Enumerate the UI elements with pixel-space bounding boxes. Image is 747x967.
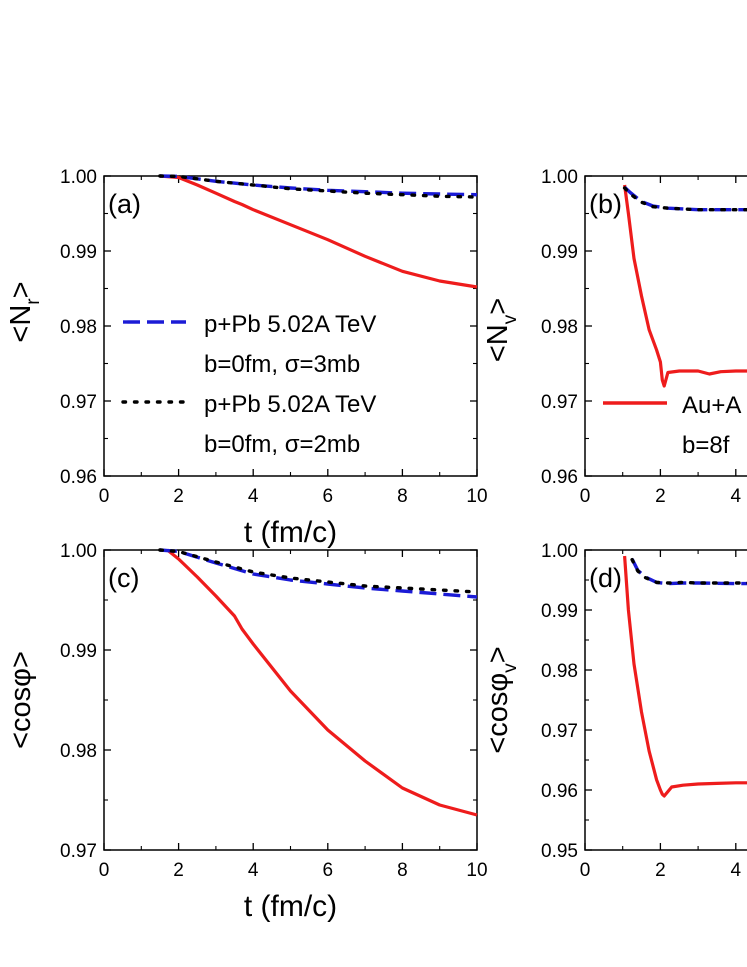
y-axis-label-end: >	[482, 298, 514, 315]
x-axis-label: t (fm/c)	[244, 890, 337, 923]
y-axis-label: <cosφv>	[482, 646, 521, 753]
y-tick-label: 1.00	[541, 167, 578, 188]
x-tick-label: 2	[655, 860, 666, 881]
y-axis-label-main: <cosφ>	[5, 651, 37, 749]
y-tick-label: 0.98	[541, 661, 578, 682]
y-tick-label: 1.00	[60, 167, 97, 188]
series-line-dot	[622, 186, 747, 212]
y-tick-label: 0.98	[541, 317, 578, 338]
y-tick-label: 1.00	[60, 541, 97, 562]
panel-tag: (c)	[108, 563, 139, 593]
y-tick-label: 0.96	[541, 467, 578, 488]
y-axis-label: <cosφ>	[5, 651, 37, 749]
series-line-dash	[630, 558, 747, 586]
series-line-dot	[158, 174, 479, 199]
y-tick-label: 0.97	[541, 392, 578, 413]
series-line-dot	[158, 548, 479, 594]
panel-tag: (d)	[589, 563, 622, 593]
y-tick-label: 0.97	[60, 392, 97, 413]
series-line-solid	[159, 174, 478, 289]
x-tick-label: 2	[655, 486, 666, 507]
x-tick-label: 4	[248, 860, 259, 881]
panel-tag: (b)	[589, 189, 622, 219]
y-axis-label-main: <cosφ	[482, 673, 514, 754]
legend-label: b=8f	[682, 432, 730, 459]
series-line-solid	[623, 555, 747, 798]
y-axis-label: <Nv>	[482, 298, 521, 362]
x-tick-label: 0	[99, 486, 110, 507]
y-tick-label: 0.99	[541, 242, 578, 263]
x-tick-label: 10	[466, 860, 487, 881]
x-tick-label: 6	[323, 486, 334, 507]
y-tick-label: 1.00	[541, 541, 578, 562]
series-line-dash	[623, 185, 747, 212]
y-axis-label-end: >	[5, 281, 37, 298]
legend-label: Au+A	[682, 392, 741, 419]
legend-label: b=0fm, σ=2mb	[204, 431, 360, 458]
y-tick-label: 0.96	[541, 781, 578, 802]
y-tick-label: 0.97	[541, 721, 578, 742]
series-line-solid	[623, 184, 747, 388]
legend-left: p+Pb 5.02A TeV b=0fm, σ=3mb p+Pb 5.02A TeV…	[121, 311, 376, 458]
y-axis-label-end: >	[482, 646, 514, 663]
series-line-dash	[159, 548, 478, 599]
y-axis-label-sub: v	[500, 663, 521, 673]
y-tick-label: 0.98	[60, 741, 97, 762]
legend-label: b=0fm, σ=3mb	[204, 351, 360, 378]
x-tick-label: 4	[731, 860, 742, 881]
x-tick-label: 8	[397, 486, 408, 507]
y-tick-label: 0.97	[60, 841, 97, 862]
y-tick-label: 0.99	[541, 601, 578, 622]
y-tick-label: 0.99	[60, 641, 97, 662]
plot-frame	[103, 549, 478, 851]
x-tick-label: 4	[248, 486, 259, 507]
series-line-solid	[166, 548, 478, 817]
x-tick-label: 4	[731, 486, 742, 507]
plot-frame	[584, 549, 747, 851]
x-tick-label: 2	[173, 860, 184, 881]
y-tick-label: 0.95	[541, 841, 578, 862]
series-line-dot	[630, 557, 747, 585]
x-tick-label: 6	[323, 860, 334, 881]
y-axis-label-sub: r	[23, 298, 44, 305]
plot-frame	[584, 175, 747, 477]
y-axis-label-sub: v	[500, 314, 521, 324]
legend-label: p+Pb 5.02A TeV	[204, 391, 376, 418]
y-tick-label: 0.98	[60, 317, 97, 338]
x-tick-label: 0	[99, 860, 110, 881]
legend-right: Au+A b=8f	[603, 392, 741, 459]
x-tick-label: 2	[173, 486, 184, 507]
panel-tag: (a)	[108, 189, 141, 219]
x-axis-label: t (fm/c)	[244, 516, 337, 549]
x-tick-label: 10	[466, 486, 487, 507]
panel-c: 0 2 4 6 8 10 0.97 0.98 0.99 1.00 (c) t (fm/c) <cosφ>	[5, 541, 488, 923]
y-axis-label: <Nr>	[5, 281, 44, 342]
x-tick-label: 0	[580, 486, 591, 507]
x-tick-label: 8	[397, 860, 408, 881]
legend-label: p+Pb 5.02A TeV	[204, 311, 376, 338]
y-axis-label-main: <N	[482, 324, 514, 362]
x-tick-label: 0	[580, 860, 591, 881]
y-axis-label-main: <N	[5, 305, 37, 343]
panel-a: 0 2 4 6 8 10 0.96 0.97 0.98 0.99 1.00 (a) t (fm/c) <N…	[5, 167, 488, 549]
y-tick-label: 0.99	[60, 242, 97, 263]
y-tick-label: 0.96	[60, 467, 97, 488]
